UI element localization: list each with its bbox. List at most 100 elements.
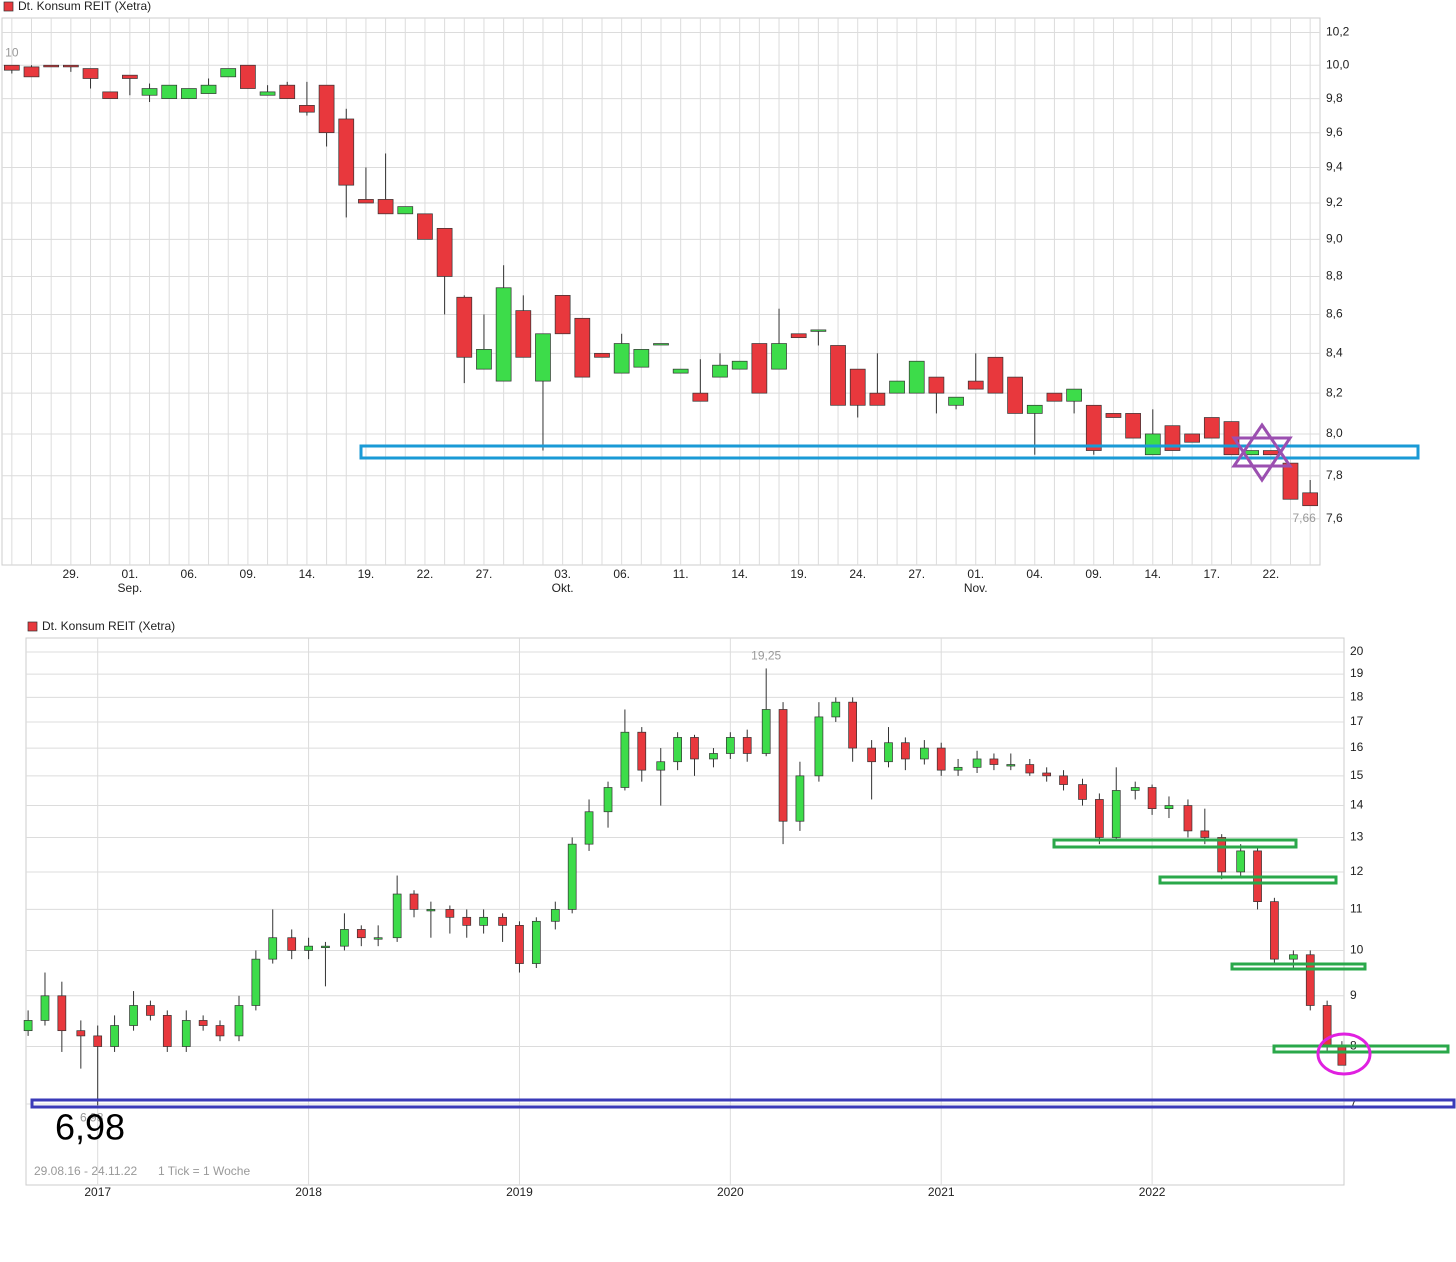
y-tick-label: 8,2 — [1326, 385, 1343, 399]
legend-swatch — [27, 621, 38, 632]
y-tick-label: 9,0 — [1326, 232, 1343, 246]
max-label: 19,25 — [751, 649, 781, 663]
charts: 7,6 7,8 8,0 8,2 8,4 8,6 8,8 9,0 9,2 9,4 9,6 9,8 10,0… — [1, 0, 1364, 1199]
y-tick-label: 9,6 — [1326, 125, 1343, 139]
candle-body — [531, 920, 541, 964]
candle-body — [584, 811, 594, 845]
candle-body — [102, 91, 119, 99]
candle-body — [409, 893, 419, 910]
drawings — [30, 422, 1456, 1109]
candle-body — [1042, 772, 1052, 777]
min-label: 6,98 — [80, 1110, 104, 1124]
y-tick-label: 17 — [1350, 714, 1364, 728]
candle-body — [304, 945, 313, 951]
candle-body — [535, 333, 551, 382]
y-tick-label: 7 — [1350, 1096, 1357, 1110]
candle-body — [742, 737, 752, 754]
x-tick-label: 01. — [122, 567, 139, 581]
candle-body — [146, 1005, 155, 1016]
candle-body — [830, 345, 846, 406]
y-tick-label: 8,0 — [1326, 426, 1343, 440]
candle-body — [321, 945, 330, 949]
legend-swatch — [3, 1, 14, 12]
x-tick-label: 11. — [673, 567, 689, 581]
candle-body — [279, 84, 296, 99]
candle-body — [397, 206, 414, 215]
candle-body — [200, 84, 217, 94]
candle-body — [1085, 404, 1102, 451]
candle-body — [1302, 492, 1319, 507]
candle-body — [198, 1020, 208, 1026]
x-tick-label: 09. — [1085, 567, 1102, 581]
candle-body — [162, 1015, 172, 1047]
footer-range: 29.08.16 - 24.11.22 — [34, 1164, 138, 1178]
candle-body — [672, 368, 689, 374]
candle-body — [1078, 784, 1087, 800]
candle-body — [1282, 462, 1299, 500]
candle-body — [1059, 775, 1068, 785]
candle-body — [936, 747, 946, 771]
x-tick-label: 14. — [731, 567, 748, 581]
candle-body — [240, 64, 256, 89]
candle-body — [358, 199, 374, 204]
highlight-circle — [1316, 1032, 1372, 1076]
x-tick-label: 01. — [967, 567, 984, 581]
candle-body — [771, 343, 787, 370]
y-tick-label: 9,2 — [1326, 195, 1343, 209]
candle-body — [574, 317, 591, 378]
x-tick-label: 2017 — [84, 1185, 111, 1199]
candle-body — [1236, 850, 1246, 873]
candle-body — [181, 88, 197, 99]
candle-body — [122, 74, 138, 79]
candle-body — [1144, 433, 1161, 456]
candle-body — [972, 758, 982, 768]
candle-body — [989, 758, 999, 765]
candle-body — [1183, 805, 1193, 832]
y-tick-label: 18 — [1350, 690, 1364, 704]
x-tick-label: 03. — [554, 567, 571, 581]
candle-body — [928, 376, 945, 394]
candle-body — [1337, 1046, 1347, 1066]
chart-title: Dt. Konsum REIT (Xetra) — [42, 619, 175, 633]
candle-body — [901, 742, 910, 760]
y-tick-label: 8,4 — [1326, 346, 1343, 360]
candle-body — [848, 701, 857, 749]
candle-body — [603, 787, 613, 813]
x-tick-label: 06. — [613, 567, 630, 581]
candle-body — [1105, 413, 1122, 418]
candle-body — [1262, 450, 1279, 456]
candle-body — [181, 1020, 191, 1047]
candle-body — [567, 843, 577, 910]
x-tick-label: 2021 — [928, 1185, 955, 1199]
candle-body — [1007, 376, 1023, 414]
x-tick-label: 19. — [358, 567, 375, 581]
candle-body — [1147, 787, 1157, 809]
candle-body — [340, 929, 349, 947]
candle-body — [215, 1025, 225, 1037]
candle-body — [251, 958, 261, 1006]
candle-body — [456, 296, 473, 358]
candle-body — [778, 709, 788, 822]
y-tick-label: 10 — [1350, 943, 1364, 957]
candle-body — [751, 343, 768, 394]
candle-body — [476, 349, 492, 370]
candle-body — [1270, 901, 1279, 960]
y-tick-label: 13 — [1350, 830, 1364, 844]
candle-body — [299, 105, 315, 113]
y-tick-label: 8,8 — [1326, 269, 1343, 283]
candle-body — [515, 925, 524, 964]
candle-body — [373, 937, 383, 940]
candle-body — [426, 909, 436, 912]
candle-body — [673, 737, 682, 763]
candle-body — [725, 737, 735, 754]
y-tick-label: 14 — [1350, 798, 1364, 812]
candle-body — [1026, 404, 1043, 414]
candle-body — [318, 84, 335, 134]
candle-body — [479, 916, 488, 926]
candle-body — [731, 360, 748, 370]
x-tick-label: 14. — [299, 567, 316, 581]
support-band — [1230, 962, 1367, 971]
x-tick-label: 04. — [1026, 567, 1043, 581]
candle-body — [1095, 799, 1104, 838]
candle-body — [1125, 413, 1141, 439]
